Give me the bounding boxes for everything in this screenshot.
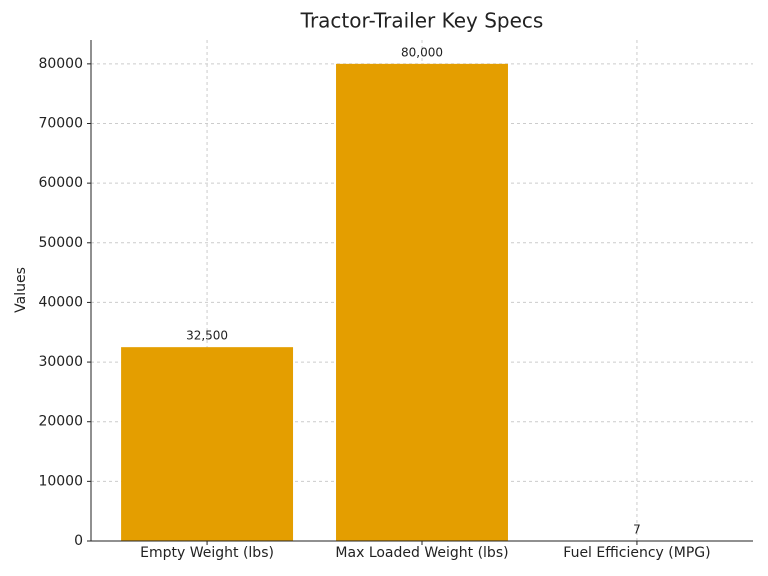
- y-tick-label: 60000: [38, 175, 83, 191]
- y-tick-label: 50000: [38, 235, 83, 251]
- bar: [336, 63, 508, 541]
- value-label: 80,000: [401, 45, 443, 59]
- y-tick-label: 20000: [38, 414, 83, 430]
- y-tick-label: 30000: [38, 354, 83, 370]
- y-tick-label: 70000: [38, 116, 83, 132]
- x-tick-label: Fuel Efficiency (MPG): [563, 545, 710, 561]
- y-tick-label: 0: [74, 533, 83, 549]
- x-tick-label: Empty Weight (lbs): [140, 545, 274, 561]
- y-tick-label: 80000: [38, 56, 83, 72]
- value-label: 7: [633, 522, 641, 536]
- x-tick-label: Max Loaded Weight (lbs): [335, 545, 508, 561]
- chart-title: Tractor-Trailer Key Specs: [300, 9, 544, 33]
- y-tick-label: 10000: [38, 473, 83, 489]
- y-axis-label: Values: [13, 267, 29, 313]
- y-tick-label: 40000: [38, 294, 83, 310]
- value-label: 32,500: [186, 329, 228, 343]
- bar: [121, 347, 294, 541]
